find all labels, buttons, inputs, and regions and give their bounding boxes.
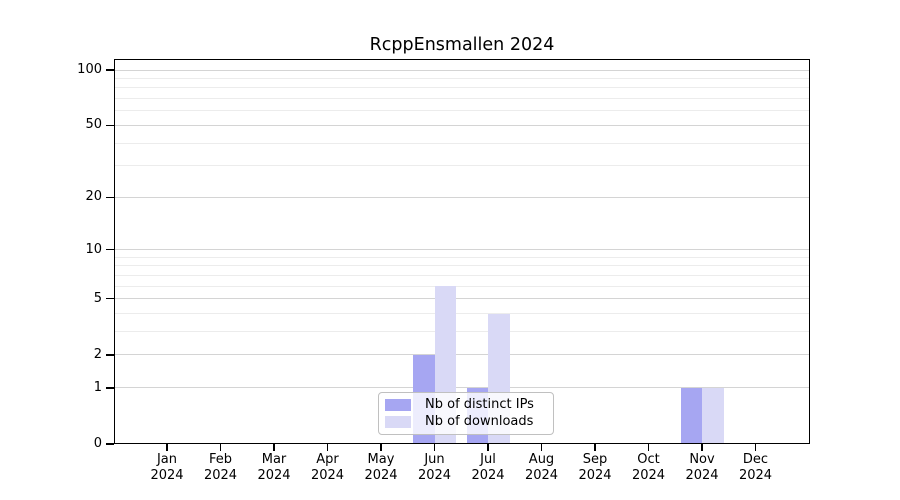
legend-label-downloads: Nb of downloads bbox=[425, 414, 534, 430]
gridline-major bbox=[114, 387, 810, 389]
y-tick-mark bbox=[106, 124, 114, 127]
y-tick-mark bbox=[106, 196, 114, 198]
gridline-major bbox=[114, 249, 810, 251]
y-tick-label: 50 bbox=[85, 117, 102, 133]
x-tick-label-month: Feb bbox=[208, 452, 233, 467]
x-tick-mark bbox=[647, 444, 650, 451]
legend-swatch-distinct-ips bbox=[385, 398, 411, 411]
x-tick-label-month: Jun bbox=[424, 452, 445, 467]
chart-title: RcppEnsmallen 2024 bbox=[369, 35, 555, 55]
y-tick-label: 0 bbox=[93, 436, 102, 451]
gridline-minor bbox=[114, 285, 810, 287]
x-tick-label-year: 2024 bbox=[471, 467, 505, 483]
x-tick-label-month: Dec bbox=[742, 452, 769, 467]
x-tick-mark bbox=[273, 444, 275, 451]
y-tick-label: 2 bbox=[93, 346, 102, 362]
y-tick-label: 5 bbox=[93, 290, 102, 306]
gridline-minor bbox=[114, 165, 810, 167]
x-tick-mark bbox=[487, 444, 489, 451]
legend-label-distinct-ips: Nb of distinct IPs bbox=[425, 396, 534, 412]
x-tick-label-month: Nov bbox=[689, 452, 715, 467]
legend-item-downloads: Nb of downloads bbox=[385, 414, 547, 431]
x-tick-label-year: 2024 bbox=[524, 467, 559, 483]
x-tick-label-month: Oct bbox=[637, 452, 660, 467]
y-tick-mark bbox=[106, 387, 114, 389]
gridline-minor bbox=[114, 110, 810, 112]
x-tick-label-month: Sep bbox=[582, 452, 608, 467]
x-tick-label-month: Aug bbox=[528, 452, 555, 467]
gridline-minor bbox=[114, 274, 810, 276]
x-tick-label: Jul 2024 bbox=[456, 452, 520, 483]
x-tick-label-year: 2024 bbox=[578, 467, 612, 483]
gridline-minor bbox=[114, 98, 810, 100]
x-tick-mark bbox=[433, 444, 436, 451]
gridline-major bbox=[114, 124, 810, 126]
y-tick-label: 100 bbox=[77, 62, 102, 77]
x-tick-label-year: 2024 bbox=[203, 467, 238, 483]
gridline-minor bbox=[114, 313, 810, 315]
y-tick-label: 1 bbox=[93, 379, 102, 395]
y-tick-label: 10 bbox=[85, 241, 102, 257]
gridline-minor bbox=[114, 256, 810, 258]
x-tick-label-year: 2024 bbox=[738, 467, 773, 483]
gridline-major bbox=[114, 69, 810, 71]
legend: Nb of distinct IPs Nb of downloads bbox=[378, 392, 554, 435]
gridline-minor bbox=[114, 265, 810, 267]
x-tick-mark bbox=[380, 444, 382, 451]
x-tick-label: Jan 2024 bbox=[135, 452, 199, 483]
y-tick-mark bbox=[106, 69, 114, 71]
x-tick-mark bbox=[701, 444, 703, 451]
gridline-major bbox=[114, 298, 810, 300]
x-tick-label: Oct 2024 bbox=[617, 452, 681, 483]
x-tick-label-month: Apr bbox=[316, 452, 339, 467]
x-tick-label-month: Jul bbox=[480, 452, 496, 467]
x-tick-mark bbox=[166, 444, 168, 451]
x-tick-label: Aug 2024 bbox=[510, 452, 574, 483]
x-tick-label-year: 2024 bbox=[257, 467, 291, 483]
bar-nov-distinct-ips bbox=[680, 387, 702, 444]
legend-swatch-downloads bbox=[385, 416, 411, 429]
x-tick-label: Nov 2024 bbox=[670, 452, 734, 483]
gridline-major bbox=[114, 354, 810, 356]
legend-item-distinct-ips: Nb of distinct IPs bbox=[385, 396, 547, 413]
y-tick-mark bbox=[106, 298, 114, 300]
gridline-minor bbox=[114, 87, 810, 89]
x-tick-label-month: May bbox=[367, 452, 395, 467]
y-tick-mark bbox=[106, 354, 114, 356]
x-tick-label: Apr 2024 bbox=[296, 452, 360, 483]
x-tick-label-month: Mar bbox=[261, 452, 287, 467]
x-tick-label-year: 2024 bbox=[631, 467, 666, 483]
gridline-minor bbox=[114, 77, 810, 79]
gridline-major bbox=[114, 196, 810, 198]
x-tick-label-year: 2024 bbox=[310, 467, 345, 483]
x-tick-label-year: 2024 bbox=[417, 467, 452, 483]
x-tick-label: May 2024 bbox=[349, 452, 413, 483]
x-tick-label: Feb 2024 bbox=[189, 452, 253, 483]
x-tick-mark bbox=[326, 444, 329, 451]
x-tick-label: Jun 2024 bbox=[403, 452, 467, 483]
x-tick-mark bbox=[754, 444, 757, 451]
x-tick-label-year: 2024 bbox=[150, 467, 184, 483]
plot-area bbox=[114, 59, 810, 444]
x-tick-mark bbox=[540, 444, 543, 451]
x-tick-mark bbox=[594, 444, 596, 451]
x-tick-label: Mar 2024 bbox=[242, 452, 306, 483]
gridline-minor bbox=[114, 331, 810, 333]
x-tick-label-month: Jan bbox=[156, 452, 178, 467]
x-tick-label: Dec 2024 bbox=[724, 452, 788, 483]
y-tick-mark bbox=[106, 443, 114, 445]
x-tick-label-year: 2024 bbox=[685, 467, 719, 483]
x-tick-mark bbox=[219, 444, 222, 451]
x-tick-label: Sep 2024 bbox=[563, 452, 627, 483]
gridline-minor bbox=[114, 142, 810, 144]
x-tick-label-year: 2024 bbox=[364, 467, 398, 483]
bar-nov-downloads bbox=[702, 387, 724, 444]
y-tick-mark bbox=[106, 248, 114, 251]
y-tick-label: 20 bbox=[85, 189, 102, 205]
